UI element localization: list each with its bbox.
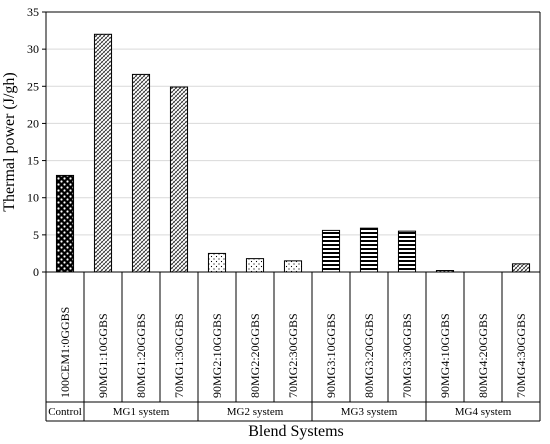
group-label: MG4 system — [455, 406, 512, 418]
y-tick-label: 20 — [27, 116, 39, 130]
group-label: Control — [48, 406, 82, 418]
category-label: 90MG1:10GGBS — [96, 313, 110, 398]
bar — [397, 230, 417, 273]
category-label: 80MG1:20GGBS — [134, 313, 148, 398]
bar — [283, 260, 303, 273]
y-axis-title: Thermal power (J/gh) — [1, 72, 18, 212]
category-label: 90MG2:10GGBS — [210, 313, 224, 398]
bar — [207, 252, 227, 273]
bar — [55, 174, 75, 273]
bar — [321, 229, 341, 273]
group-label: MG3 system — [341, 406, 398, 418]
bar — [511, 263, 531, 273]
category-label: 80MG4:20GGBS — [476, 313, 490, 398]
bar — [131, 73, 151, 273]
category-label: 80MG3:20GGBS — [362, 313, 376, 398]
category-label: 70MG1:30GGBS — [172, 313, 186, 398]
y-tick-label: 15 — [27, 154, 39, 168]
bar — [169, 86, 189, 273]
category-label: 70MG2:30GGBS — [286, 313, 300, 398]
y-tick-label: 10 — [27, 191, 39, 205]
category-label: 100CEM1:0GGBS — [58, 307, 72, 398]
category-label: 70MG4:30GGBS — [514, 313, 528, 398]
y-tick-label: 30 — [27, 42, 39, 56]
y-tick-label: 35 — [27, 5, 39, 19]
bar — [359, 227, 379, 273]
category-label: 90MG3:10GGBS — [324, 313, 338, 398]
category-label: 80MG2:20GGBS — [248, 313, 262, 398]
x-axis-title: Blend Systems — [248, 423, 344, 440]
category-label: 70MG3:30GGBS — [400, 313, 414, 398]
y-tick-label: 0 — [33, 265, 39, 279]
category-label: 90MG4:10GGBS — [438, 313, 452, 398]
group-label: MG2 system — [227, 406, 284, 418]
group-label: MG1 system — [113, 406, 170, 418]
y-tick-label: 5 — [33, 228, 39, 242]
y-tick-label: 25 — [27, 79, 39, 93]
bar — [245, 258, 265, 273]
bar — [93, 33, 113, 273]
